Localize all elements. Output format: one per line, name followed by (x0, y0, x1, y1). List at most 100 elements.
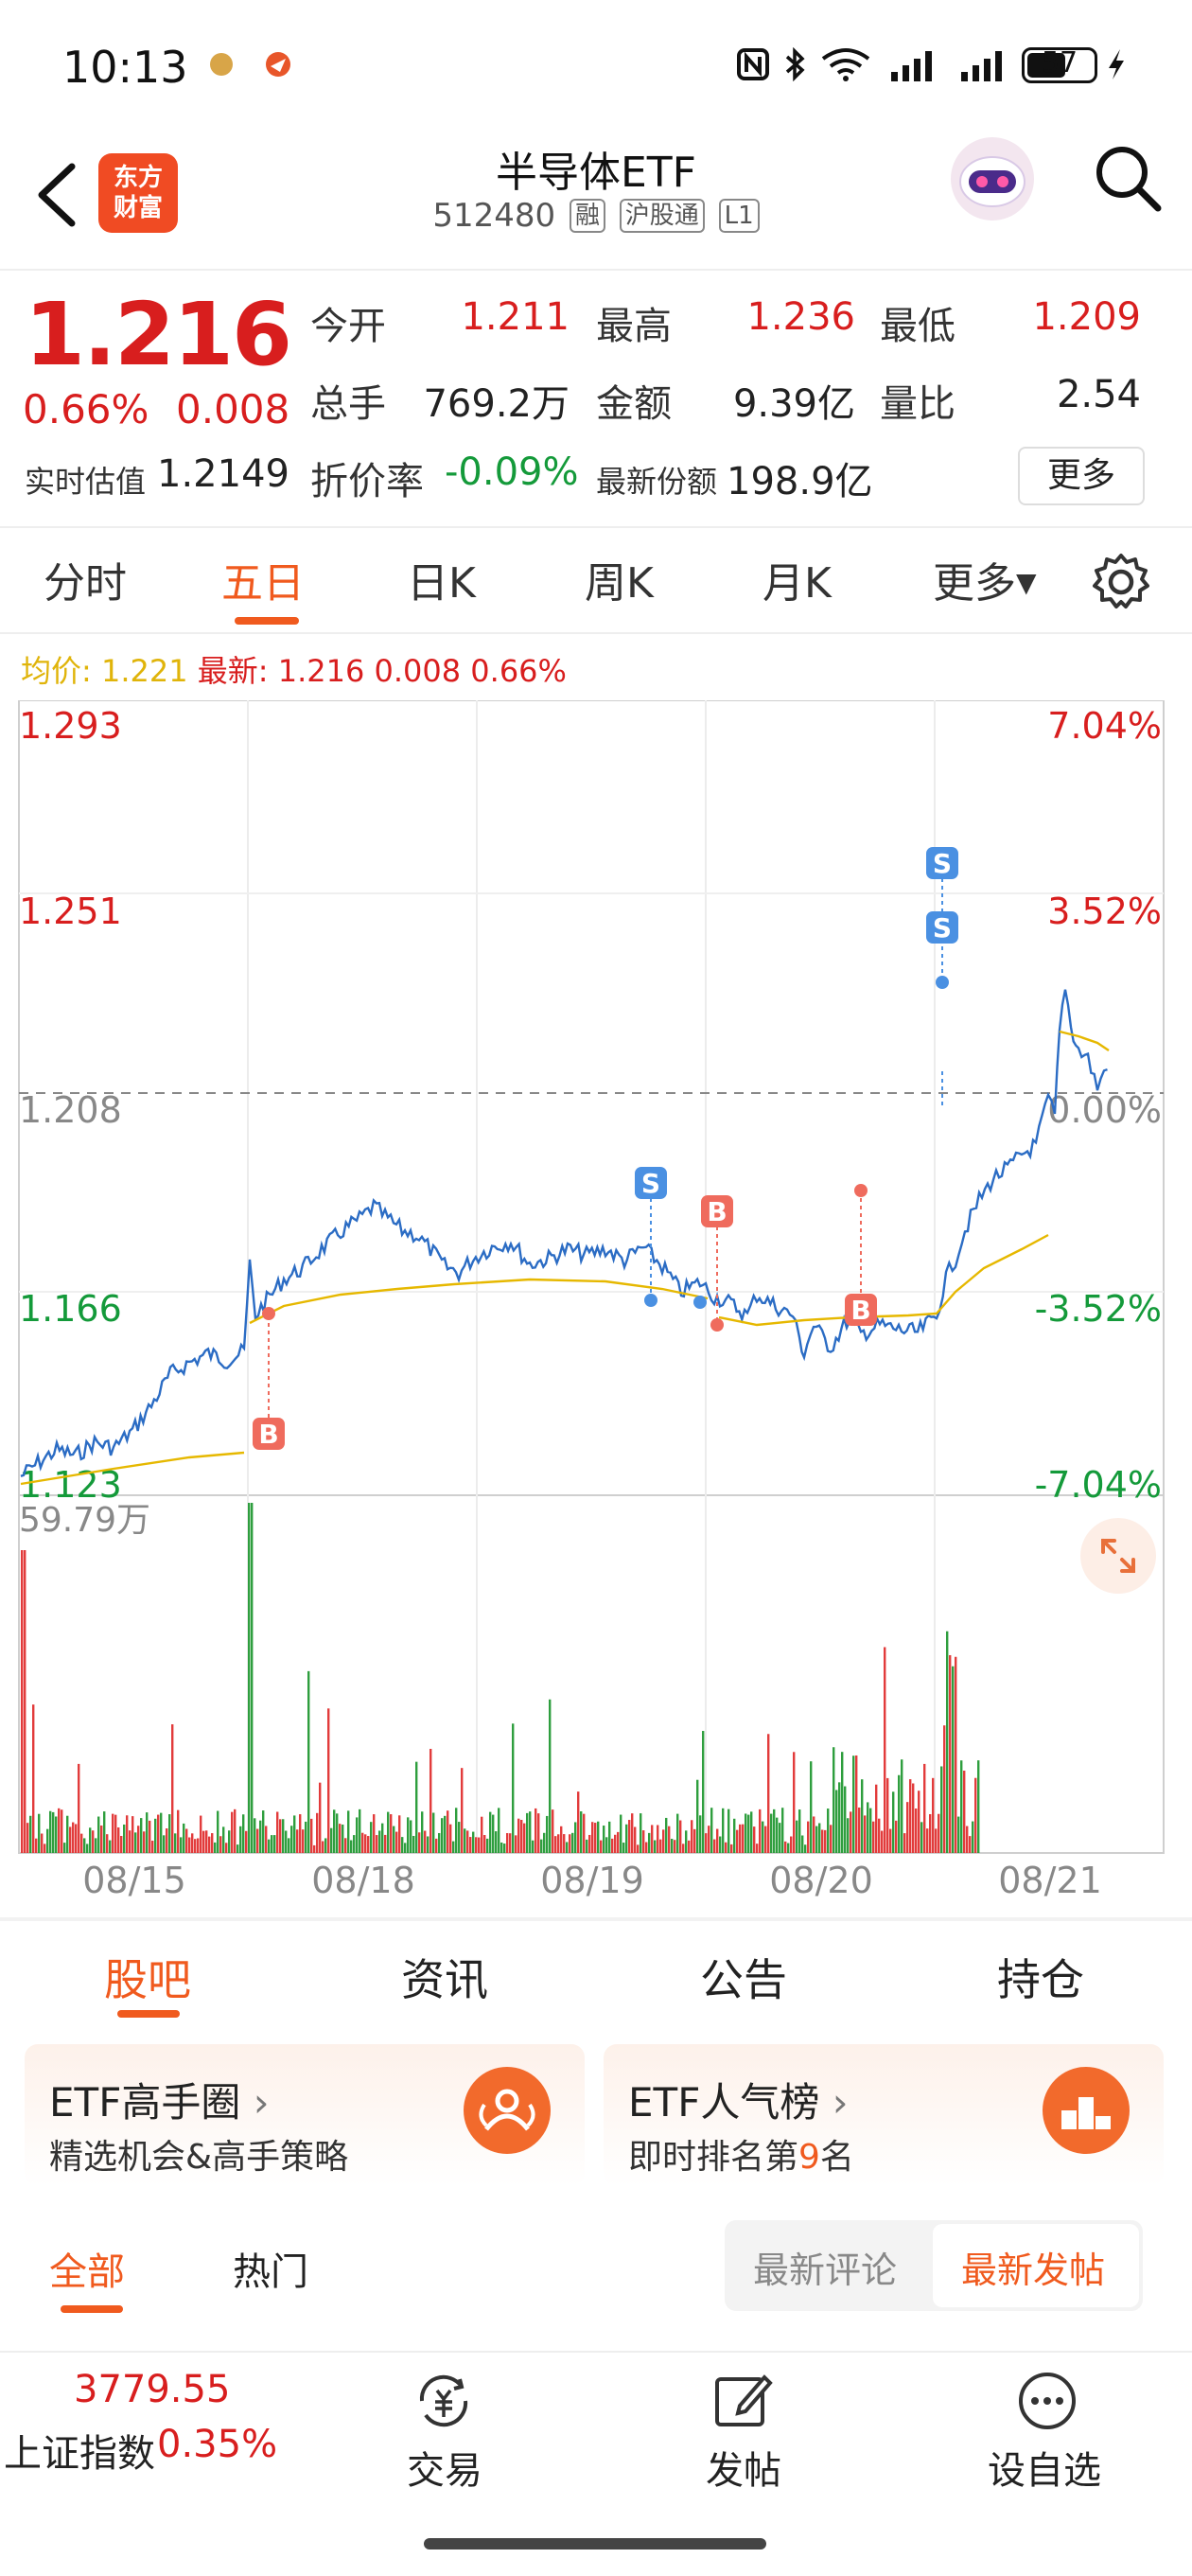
volume-bar (276, 1811, 279, 1853)
home-indicator[interactable] (424, 2538, 766, 2550)
volume-bar (58, 1808, 61, 1853)
buy-dot (710, 1318, 724, 1332)
rank-number: 9 (798, 2138, 820, 2177)
avg-value: 1.221 (100, 653, 188, 689)
more-quote-button[interactable]: 更多 (1018, 447, 1145, 505)
volume-bar (597, 1821, 600, 1853)
tab-announcements[interactable]: 公告 (700, 1954, 787, 2005)
volume-bar (705, 1833, 708, 1853)
volume-bar (733, 1818, 736, 1853)
volume-max-label: 59.79万 (19, 1501, 150, 1540)
volume-bar (804, 1844, 807, 1853)
subtab-hot[interactable]: 热门 (233, 2250, 308, 2294)
volume-bar (279, 1819, 282, 1853)
logo-text-1: 东方 (113, 164, 163, 192)
tab-intraday[interactable]: 分时 (44, 559, 127, 608)
volume-bar (61, 1809, 63, 1853)
card-etf-experts[interactable]: ETF高手圈 › 精选机会&高手策略 (25, 2044, 585, 2186)
volume-bar (955, 1656, 957, 1853)
tab-forum[interactable]: 股吧 (104, 1954, 191, 2005)
five-day-chart[interactable]: 1.2931.2511.2081.1661.1237.04%3.52%0.00%… (0, 700, 1192, 1931)
volume-bar (716, 1828, 719, 1853)
volume-bar (552, 1809, 554, 1853)
charging-icon (1109, 49, 1124, 79)
buy-marker-badge (701, 1195, 733, 1227)
post-button[interactable]: 发帖 (677, 2360, 810, 2502)
gear-icon[interactable] (1090, 551, 1152, 613)
back-icon[interactable] (28, 157, 85, 233)
volume-bar (943, 1725, 946, 1853)
tag-margin: 融 (569, 199, 605, 233)
volume-bar (679, 1820, 682, 1853)
tab-holdings[interactable]: 持仓 (997, 1954, 1084, 2005)
watchlist-label: 设自选 (988, 2449, 1101, 2493)
volume-bar (918, 1791, 920, 1853)
volume-bar (237, 1844, 239, 1853)
assistant-robot-icon[interactable] (946, 132, 1039, 225)
volume-bar (571, 1832, 574, 1853)
watchlist-button[interactable]: 设自选 (973, 2360, 1124, 2502)
volume-bar (498, 1808, 500, 1853)
trade-button[interactable]: 交易 (378, 2360, 511, 2502)
volume-bar (756, 1844, 759, 1853)
volume-bar (109, 1840, 112, 1853)
volume-bar (929, 1813, 932, 1853)
search-icon[interactable] (1092, 142, 1164, 214)
index-name[interactable]: 上证指数 (4, 2432, 155, 2476)
tab-weekly-k[interactable]: 周K (585, 559, 654, 608)
volume-bar (146, 1812, 149, 1853)
tab-five-day[interactable]: 五日 (221, 559, 305, 608)
volume-bar (952, 1666, 955, 1853)
volume-bar (818, 1823, 821, 1853)
volume-bar (447, 1810, 449, 1853)
battery-icon: 57 (1022, 46, 1097, 83)
tab-more[interactable]: 更多▼ (933, 549, 1037, 609)
volume-bar (151, 1841, 154, 1853)
index-value[interactable]: 3779.55 (74, 2368, 231, 2411)
volume-bar (875, 1784, 878, 1853)
volume-bar (401, 1837, 404, 1853)
card-etf-popularity-sub: 即时排名第9名 (628, 2129, 854, 2179)
security-subtitle: 512480 融 沪股通 L1 (0, 197, 1192, 235)
volume-bar (370, 1822, 373, 1853)
volume-bar (535, 1808, 537, 1853)
volume-bar (793, 1752, 796, 1853)
volume-bar (458, 1822, 461, 1853)
card-etf-popularity[interactable]: ETF人气榜 › 即时排名第9名 (604, 2044, 1164, 2186)
tab-monthly-k[interactable]: 月K (763, 559, 832, 608)
sort-latest-posts[interactable]: 最新发帖 (961, 2250, 1106, 2291)
volume-bar (353, 1835, 356, 1853)
volume-bar (429, 1748, 432, 1853)
buy-dot (854, 1184, 868, 1197)
volume-bar (32, 1704, 35, 1853)
subtab-all[interactable]: 全部 (49, 2250, 125, 2294)
volume-bar (546, 1815, 549, 1853)
index-percent[interactable]: 0.35% (157, 2423, 278, 2466)
volume-bar (869, 1808, 872, 1853)
volume-bar (915, 1808, 918, 1853)
sort-latest-comments[interactable]: 最新评论 (753, 2250, 898, 2291)
volume-bar (262, 1810, 265, 1853)
volume-bar (886, 1777, 889, 1853)
expand-chart-button[interactable] (1080, 1518, 1156, 1594)
tab-daily-k[interactable]: 日K (407, 559, 476, 608)
volume-bar (449, 1824, 452, 1853)
volume-bar (299, 1814, 302, 1853)
volume-bar (339, 1824, 342, 1853)
volume-bar (824, 1829, 827, 1853)
volume-bar (305, 1821, 307, 1853)
volume-bar (356, 1817, 359, 1853)
volume-bar (631, 1813, 634, 1853)
volume-bar (852, 1756, 855, 1853)
nfc-icon (737, 48, 769, 80)
security-code: 512480 (432, 197, 556, 235)
volume-bar (608, 1821, 611, 1853)
volume-bar (864, 1815, 867, 1853)
tab-news[interactable]: 资讯 (401, 1954, 488, 2005)
volume-bar (671, 1839, 674, 1853)
volume-bar (506, 1833, 509, 1853)
volume-bar (543, 1832, 546, 1853)
sell-marker-badge (926, 847, 958, 879)
volume-bar (120, 1835, 123, 1853)
volume-bar (517, 1818, 520, 1853)
